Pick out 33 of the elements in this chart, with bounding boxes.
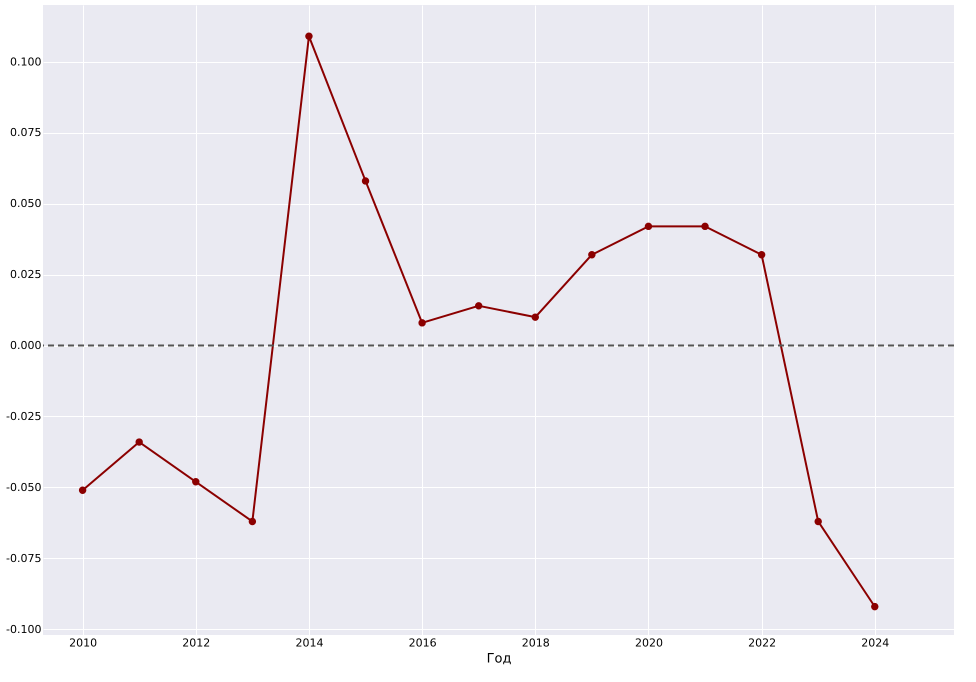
point bbox=[758, 251, 766, 258]
y-tick-label: 0.025 bbox=[10, 268, 42, 282]
x-tick-label: 2024 bbox=[861, 636, 890, 650]
x-axis-title: Год bbox=[486, 652, 512, 666]
point bbox=[644, 222, 652, 230]
point bbox=[474, 302, 482, 310]
x-tick-label: 2020 bbox=[634, 636, 663, 650]
y-tick-label: -0.100 bbox=[6, 622, 42, 636]
y-tick-label: 0.100 bbox=[10, 55, 42, 68]
point bbox=[418, 319, 426, 327]
x-tick-label: 2018 bbox=[522, 636, 550, 650]
x-tick-label: 2022 bbox=[748, 636, 776, 650]
y-tick-label: 0.050 bbox=[10, 197, 42, 210]
y-tick-label: -0.050 bbox=[6, 480, 42, 494]
point bbox=[701, 222, 709, 230]
y-tick-label: 0.000 bbox=[10, 339, 42, 352]
y-tick-label: 0.075 bbox=[10, 126, 42, 140]
point bbox=[814, 518, 822, 526]
point bbox=[532, 313, 539, 321]
x-tick-label: 2014 bbox=[295, 636, 324, 650]
y-tick-label: -0.025 bbox=[6, 410, 42, 423]
y-tick-label: -0.075 bbox=[6, 552, 42, 565]
point bbox=[135, 438, 143, 446]
point bbox=[78, 486, 86, 494]
point bbox=[192, 478, 200, 486]
x-tick-label: 2016 bbox=[408, 636, 437, 650]
point bbox=[871, 602, 878, 610]
point bbox=[588, 251, 596, 258]
point bbox=[248, 518, 256, 526]
x-tick-label: 2012 bbox=[182, 636, 210, 650]
x-tick-label: 2010 bbox=[69, 636, 98, 650]
point bbox=[362, 177, 370, 185]
point bbox=[305, 32, 313, 40]
